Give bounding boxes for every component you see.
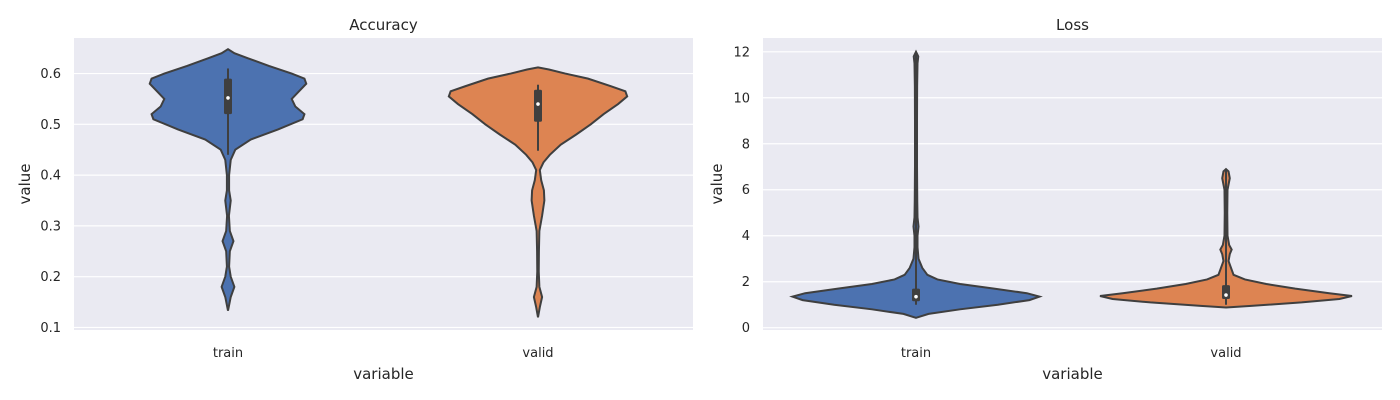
loss-y-tick-label: 6 — [742, 183, 750, 198]
loss-y-tick-label: 0 — [742, 321, 750, 336]
accuracy-title: Accuracy — [349, 16, 418, 34]
accuracy-y-axis-label: value — [16, 164, 34, 205]
loss-median-valid — [1224, 293, 1228, 297]
loss-y-tick-label: 10 — [733, 91, 750, 106]
loss-iqr-box-valid — [1222, 285, 1230, 299]
loss-x-axis-label: variable — [1042, 365, 1103, 383]
loss-x-ticks: train valid — [901, 346, 1242, 361]
accuracy-x-ticks: train valid — [213, 346, 554, 361]
accuracy-gridlines — [74, 72, 693, 329]
accuracy-median-train — [226, 96, 230, 100]
accuracy-median-valid — [536, 102, 540, 106]
accuracy-violin-train — [148, 47, 308, 311]
accuracy-violins — [148, 47, 629, 318]
accuracy-y-tick-label: 0.5 — [40, 118, 61, 133]
accuracy-y-tick-label: 0.4 — [40, 169, 61, 184]
loss-y-tick-label: 4 — [742, 229, 750, 244]
accuracy-y-ticks: 0.1 0.2 0.3 0.4 0.5 0.6 — [40, 67, 61, 336]
loss-x-tick-label-valid: valid — [1210, 346, 1241, 361]
accuracy-x-axis-label: variable — [353, 365, 414, 383]
loss-violins — [789, 49, 1353, 319]
loss-y-tick-label: 12 — [733, 45, 750, 60]
loss-y-ticks: 0 2 4 6 8 10 12 — [733, 45, 750, 336]
accuracy-y-tick-label: 0.1 — [40, 321, 61, 336]
loss-gridlines — [763, 51, 1382, 329]
accuracy-panel: 0.1 0.2 0.3 0.4 0.5 0.6 train valid Accuracy v… — [16, 16, 693, 383]
loss-x-tick-label-train: train — [901, 346, 931, 361]
accuracy-y-tick-label: 0.2 — [40, 270, 61, 285]
loss-panel: 0 2 4 6 8 10 12 train valid Loss variable value — [708, 16, 1382, 383]
accuracy-x-tick-label-train: train — [213, 346, 243, 361]
loss-y-axis-label: value — [708, 164, 726, 205]
accuracy-y-tick-label: 0.3 — [40, 219, 61, 234]
accuracy-y-tick-label: 0.6 — [40, 67, 61, 82]
loss-y-tick-label: 8 — [742, 137, 750, 152]
accuracy-x-tick-label-valid: valid — [522, 346, 553, 361]
loss-title: Loss — [1056, 16, 1089, 34]
loss-y-tick-label: 2 — [742, 275, 750, 290]
accuracy-violin-valid — [447, 66, 629, 318]
loss-median-train — [914, 294, 918, 299]
